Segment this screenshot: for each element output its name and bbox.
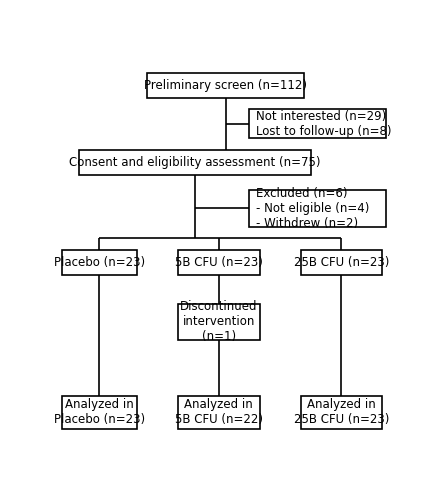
Text: Analyzed in
Placebo (n=23): Analyzed in Placebo (n=23)	[54, 398, 145, 426]
Text: 5B CFU (n=23): 5B CFU (n=23)	[175, 256, 263, 268]
Text: Preliminary screen (n=112): Preliminary screen (n=112)	[144, 78, 307, 92]
Text: Placebo (n=23): Placebo (n=23)	[54, 256, 145, 268]
Text: Consent and eligibility assessment (n=75): Consent and eligibility assessment (n=75…	[69, 156, 321, 168]
FancyBboxPatch shape	[178, 250, 260, 274]
FancyBboxPatch shape	[79, 150, 311, 174]
Text: Excluded (n=6)
- Not eligible (n=4)
- Withdrew (n=2): Excluded (n=6) - Not eligible (n=4) - Wi…	[256, 186, 369, 230]
FancyBboxPatch shape	[249, 190, 386, 226]
FancyBboxPatch shape	[147, 72, 304, 98]
Text: 25B CFU (n=23): 25B CFU (n=23)	[294, 256, 389, 268]
FancyBboxPatch shape	[178, 396, 260, 428]
Text: Analyzed in
5B CFU (n=22): Analyzed in 5B CFU (n=22)	[175, 398, 263, 426]
FancyBboxPatch shape	[249, 109, 386, 138]
Text: Discontinued
intervention
(n=1): Discontinued intervention (n=1)	[180, 300, 257, 344]
FancyBboxPatch shape	[62, 396, 137, 428]
Text: Analyzed in
25B CFU (n=23): Analyzed in 25B CFU (n=23)	[294, 398, 389, 426]
FancyBboxPatch shape	[62, 250, 137, 274]
FancyBboxPatch shape	[301, 396, 382, 428]
FancyBboxPatch shape	[178, 304, 260, 340]
FancyBboxPatch shape	[301, 250, 382, 274]
Text: Not interested (n=29)
Lost to follow-up (n=8): Not interested (n=29) Lost to follow-up …	[256, 110, 391, 138]
